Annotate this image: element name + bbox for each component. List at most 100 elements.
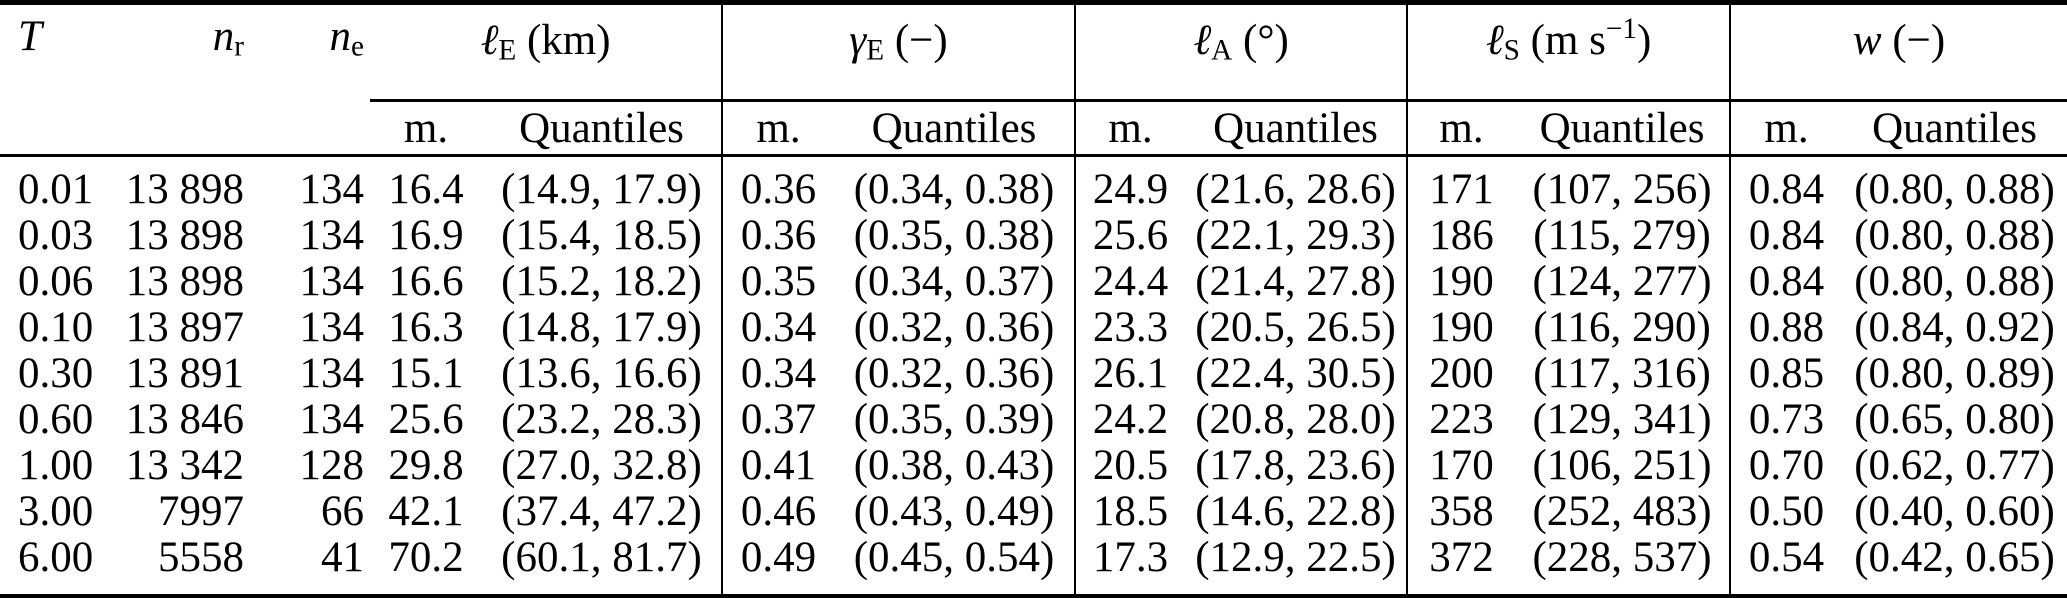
table-row: 0.06 13 898 134 16.6 (15.2, 18.2) 0.35 (0.34, …	[0, 258, 2067, 304]
group-header-ls-ms: ℓS (m s−1)	[1406, 2, 1731, 102]
table-cell: 17.3	[1074, 534, 1186, 596]
table-cell: 0.46	[721, 488, 834, 534]
table-cell: (15.4, 18.5)	[501, 211, 702, 259]
table-cell: (20.5, 26.5)	[1195, 303, 1396, 351]
col-header-n-e: ne	[250, 2, 370, 157]
group-header-gamma-e: γE (−)	[720, 2, 1076, 102]
col-header-t-label: T	[18, 13, 42, 60]
table-cell: 13 897	[125, 303, 244, 351]
table-cell: (22.1, 29.3)	[1195, 211, 1396, 259]
subheader-quantiles: Quantiles	[1185, 100, 1408, 157]
table-cell: 29.8	[388, 441, 464, 489]
table-cell: 13 898	[125, 165, 244, 213]
la-symbol: ℓ	[1193, 17, 1212, 65]
table-cell: 0.37	[721, 396, 834, 442]
header-row-groups: T nr ne ℓE (km) γE (−) ℓA (°) ℓS (m s−1)…	[0, 2, 2067, 157]
table-cell: (228, 537)	[1532, 533, 1712, 581]
table-cell: 16.3	[388, 303, 464, 351]
gamma-e-symbol: γ	[849, 17, 867, 65]
table-cell: 5558	[158, 533, 244, 581]
table-cell: (252, 483)	[1532, 487, 1712, 535]
table-cell: 223	[1406, 396, 1516, 442]
table-cell: 13 846	[125, 395, 244, 443]
table-cell: (0.42, 0.65)	[1854, 533, 2055, 581]
table-cell: 16.9	[388, 211, 464, 259]
table-cell: 0.84	[1729, 258, 1843, 304]
table-cell: 0.36	[721, 212, 834, 258]
table-cell: 42.1	[388, 487, 464, 535]
table-cell: (0.32, 0.36)	[853, 303, 1055, 351]
table-cell: 0.54	[1729, 534, 1843, 596]
subheader-median: m.	[1074, 100, 1186, 157]
table-cell: (0.43, 0.49)	[853, 487, 1055, 535]
table-cell: (60.1, 81.7)	[501, 533, 702, 581]
table-cell: (12.9, 22.5)	[1195, 533, 1396, 581]
table-cell: (37.4, 47.2)	[501, 487, 702, 535]
table-cell: 23.3	[1074, 304, 1186, 350]
gamma-e-unit: (−)	[884, 17, 948, 65]
table-cell: 0.06	[18, 257, 94, 305]
ls-unit: (m s	[1519, 17, 1606, 65]
table-cell: (107, 256)	[1532, 165, 1712, 213]
table-cell: 171	[1406, 155, 1516, 212]
subheader-median: m.	[370, 100, 482, 157]
table-cell: 200	[1406, 350, 1516, 396]
table-cell: (0.35, 0.39)	[853, 395, 1055, 443]
w-symbol: w	[1852, 17, 1882, 65]
table-cell: 134	[299, 165, 365, 213]
table-cell: (15.2, 18.2)	[501, 257, 702, 305]
subheader-quantiles: Quantiles	[1842, 100, 2067, 157]
table-cell: (0.34, 0.37)	[853, 257, 1055, 305]
table-cell: 13 898	[125, 257, 244, 305]
table-cell: 134	[299, 349, 365, 397]
table-cell: (0.62, 0.77)	[1854, 441, 2055, 489]
table-row: 0.10 13 897 134 16.3 (14.8, 17.9) 0.34 (0.32, …	[0, 304, 2067, 350]
table-cell: 0.73	[1729, 396, 1843, 442]
group-header-la-deg: ℓA (°)	[1074, 2, 1408, 102]
table-row: 0.01 13 898 134 16.4 (14.9, 17.9) 0.36 (0.34, …	[0, 155, 2067, 213]
table-cell: (0.32, 0.36)	[853, 349, 1055, 397]
table-cell: 1.00	[18, 441, 94, 489]
table-cell: 15.1	[388, 349, 464, 397]
le-subscript: E	[498, 34, 517, 67]
table-cell: 0.60	[18, 395, 94, 443]
header-row-sub: m. Quantiles m. Quantiles m. Quantiles m…	[0, 100, 2067, 157]
la-subscript: A	[1211, 34, 1233, 67]
table-cell: 190	[1406, 258, 1516, 304]
le-symbol: ℓ	[480, 17, 499, 65]
table-cell: 190	[1406, 304, 1516, 350]
table-cell: 134	[299, 303, 365, 351]
table-cell: 128	[299, 441, 365, 489]
table-cell: (0.35, 0.38)	[853, 211, 1055, 259]
table-cell: (0.40, 0.60)	[1854, 487, 2055, 535]
n-e-subscript: e	[351, 30, 364, 63]
table-cell: 170	[1406, 442, 1516, 488]
subheader-median: m.	[721, 100, 834, 157]
subheader-quantiles: Quantiles	[482, 100, 722, 157]
table-cell: 20.5	[1074, 442, 1186, 488]
table-cell: 25.6	[1074, 212, 1186, 258]
table-cell: (0.80, 0.88)	[1854, 165, 2055, 213]
table-cell: (129, 341)	[1532, 395, 1712, 443]
table-cell: 70.2	[388, 533, 464, 581]
table-cell: 0.35	[721, 258, 834, 304]
table-row: 0.30 13 891 134 15.1 (13.6, 16.6) 0.34 (0.32, …	[0, 350, 2067, 396]
table-cell: (117, 316)	[1533, 349, 1711, 397]
table-cell: 186	[1406, 212, 1516, 258]
table-cell: 134	[299, 395, 365, 443]
table-cell: (14.8, 17.9)	[501, 303, 702, 351]
table-cell: (21.4, 27.8)	[1195, 257, 1396, 305]
table-cell: 13 898	[125, 211, 244, 259]
table-cell: (14.9, 17.9)	[501, 165, 702, 213]
w-unit: (−)	[1881, 17, 1946, 65]
ls-symbol: ℓ	[1485, 17, 1504, 65]
table-cell: 0.41	[721, 442, 834, 488]
table-cell: (17.8, 23.6)	[1195, 441, 1396, 489]
table-cell: 24.9	[1074, 155, 1186, 212]
table-cell: 0.01	[18, 165, 94, 213]
table-cell: 0.34	[721, 350, 834, 396]
table-cell: 0.10	[18, 303, 94, 351]
table-body: 0.01 13 898 134 16.4 (14.9, 17.9) 0.36 (0.34, …	[0, 155, 2067, 596]
table-cell: 7997	[158, 487, 244, 535]
